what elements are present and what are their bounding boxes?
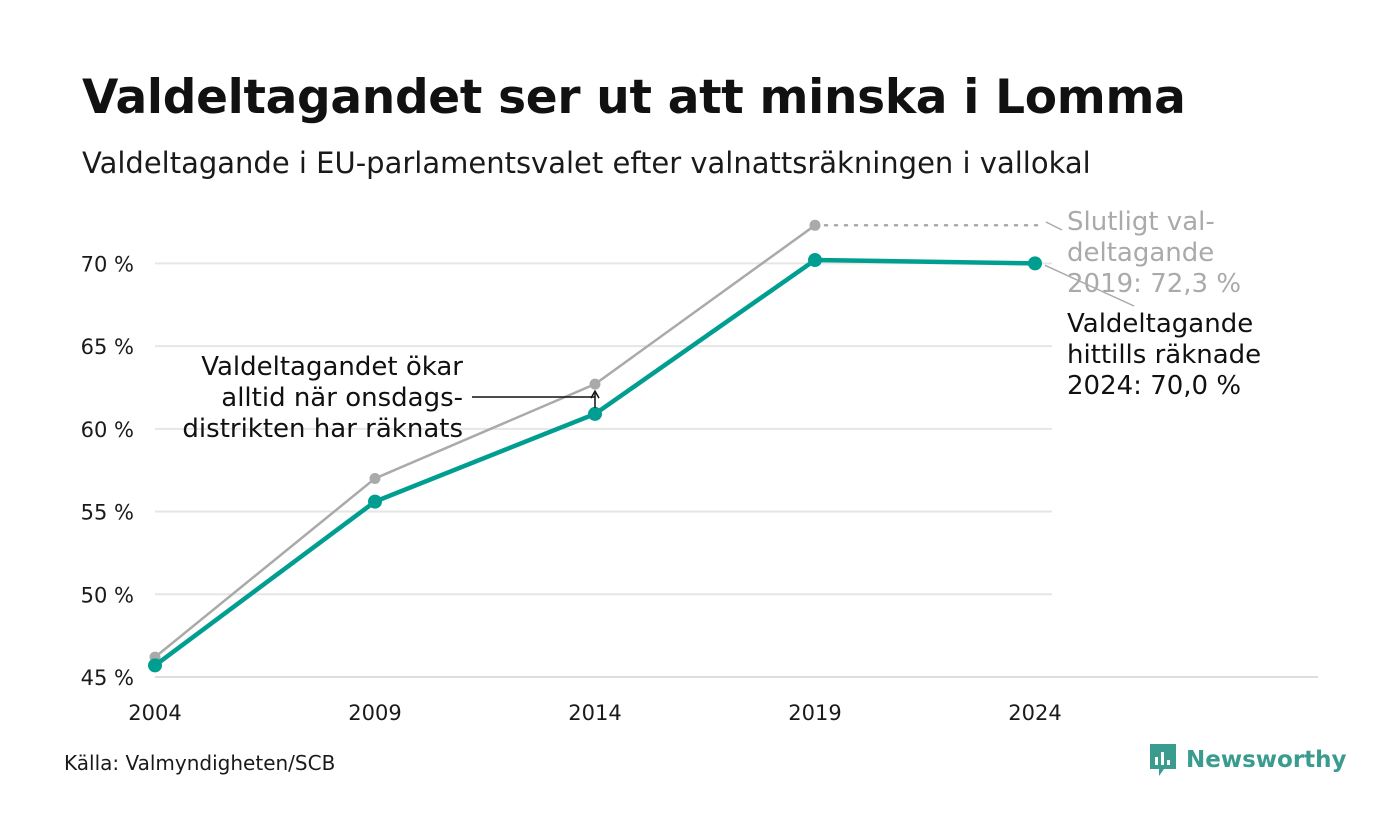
y-tick-label: 65 % — [81, 335, 134, 359]
x-tick-label: 2014 — [568, 701, 621, 725]
newsworthy-logo-icon — [1150, 744, 1176, 776]
final-turnout-point — [589, 378, 601, 390]
final-turnout-label-line: 2019: 72,3 % — [1067, 269, 1241, 299]
counting-note: Valdeltagandet ökar alltid när onsdags-di… — [182, 352, 463, 444]
final-turnout-label: Slutligt val-deltagande 2019: 72,3 % — [1067, 207, 1241, 299]
y-tick-label: 55 % — [81, 501, 134, 525]
y-tick-label: 60 % — [81, 418, 134, 442]
current-turnout-label: Valdeltagande hittills räknade 2024: 70,0 … — [1067, 309, 1261, 401]
current-turnout-label-line: Valdeltagande — [1067, 309, 1253, 339]
brand-name: Newsworthy — [1186, 747, 1347, 773]
note-arrow-head — [590, 389, 600, 399]
preliminary-turnout-point — [588, 406, 602, 421]
line-chart: 45 % 50 % 55 % 60 % 65 % 70 % 2004 2009 2014 201… — [81, 207, 1318, 725]
y-tick-label: 50 % — [81, 583, 134, 607]
preliminary-turnout-point — [148, 658, 162, 673]
y-tick-label: 70 % — [81, 252, 134, 276]
y-axis-ticks: 45 % 50 % 55 % 60 % 65 % 70 % — [81, 252, 134, 690]
note-arrow-line — [472, 393, 596, 408]
preliminary-turnout-point — [368, 494, 382, 509]
series-lines — [148, 219, 1042, 673]
brand-logo: Newsworthy — [1148, 742, 1347, 778]
current-turnout-label-line: 2024: 70,0 % — [1067, 371, 1241, 401]
y-tick-label: 45 % — [81, 666, 134, 690]
current-label-connector — [1044, 264, 1135, 307]
final-turnout-label-line: Slutligt val- — [1067, 207, 1215, 237]
x-axis-ticks: 2004 2009 2014 2019 2024 — [128, 701, 1061, 725]
counting-note-line: alltid när onsdags- — [221, 383, 463, 413]
x-tick-label: 2004 — [128, 701, 181, 725]
preliminary-turnout-line — [152, 257, 1038, 668]
preliminary-turnout-point — [808, 253, 822, 268]
current-turnout-label-line: hittills räknade — [1067, 340, 1261, 370]
counting-note-line: Valdeltagandet ökar — [201, 352, 463, 382]
counting-note-line: distrikten har räknats — [182, 414, 463, 444]
source-note: Källa: Valmyndigheten/SCB — [64, 751, 336, 775]
final-turnout-label-line: deltagande — [1067, 238, 1214, 268]
final-turnout-point — [809, 219, 821, 231]
final-label-connector — [1045, 221, 1063, 231]
x-tick-label: 2009 — [348, 701, 401, 725]
x-tick-label: 2019 — [788, 701, 841, 725]
final-turnout-point — [369, 472, 381, 484]
page-subtitle: Valdeltagande i EU-parlamentsvalet efter… — [82, 146, 1091, 180]
final-turnout-line — [153, 224, 817, 659]
page-title: Valdeltagandet ser ut att minska i Lomma — [82, 70, 1186, 125]
preliminary-turnout-point — [1028, 256, 1042, 271]
annotations: Slutligt val-deltagande 2019: 72,3 % Valde… — [182, 207, 1261, 444]
x-tick-label: 2024 — [1008, 701, 1061, 725]
